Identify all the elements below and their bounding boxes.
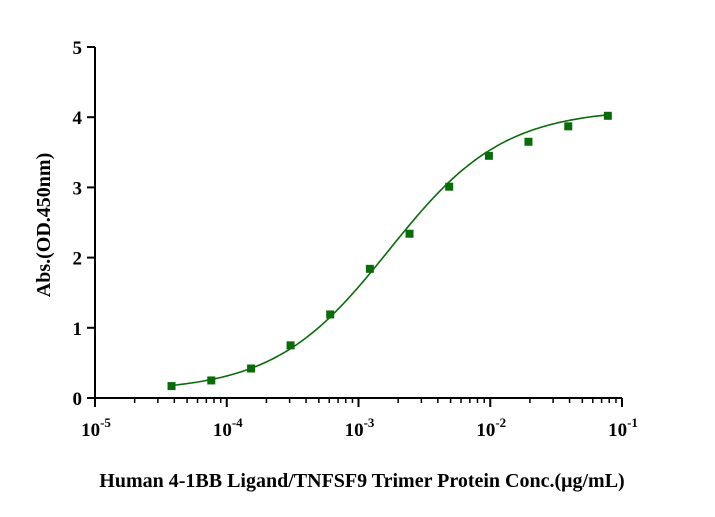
x-tick-label: 10-2 bbox=[476, 415, 506, 441]
data-point bbox=[326, 310, 335, 319]
y-tick-label: 4 bbox=[73, 108, 83, 129]
data-points bbox=[167, 111, 612, 391]
y-tick-label: 2 bbox=[73, 249, 83, 270]
y-tick-label: 5 bbox=[73, 38, 83, 59]
data-point bbox=[286, 341, 295, 350]
data-point bbox=[167, 382, 176, 391]
x-tick-label: 10-5 bbox=[81, 415, 111, 441]
fit-curve bbox=[171, 114, 608, 387]
y-tick-label: 3 bbox=[73, 178, 83, 199]
y-axis-ticks: 0 1 2 3 4 5 bbox=[73, 38, 95, 410]
y-tick-label: 0 bbox=[73, 389, 83, 410]
x-axis-ticks: 10-5 10-4 10-3 10-2 10-1 bbox=[81, 398, 638, 441]
data-point bbox=[247, 364, 256, 373]
data-point bbox=[207, 376, 216, 385]
fit-curve-group bbox=[171, 114, 608, 387]
x-tick-label: 10-1 bbox=[608, 415, 638, 441]
data-point bbox=[564, 122, 573, 131]
x-axis-title: Human 4-1BB Ligand/TNFSF9 Trimer Protein… bbox=[99, 470, 624, 492]
data-point bbox=[405, 229, 414, 238]
x-tick-label: 10-4 bbox=[213, 415, 243, 441]
data-point bbox=[603, 111, 612, 120]
data-point bbox=[524, 137, 533, 146]
data-point bbox=[365, 264, 374, 273]
data-point bbox=[445, 182, 454, 191]
axes bbox=[94, 47, 622, 399]
x-tick-label: 10-3 bbox=[345, 415, 375, 441]
y-tick-label: 1 bbox=[73, 319, 83, 340]
y-axis-title: Abs.(OD.450nm) bbox=[33, 153, 55, 297]
data-point bbox=[484, 151, 493, 160]
